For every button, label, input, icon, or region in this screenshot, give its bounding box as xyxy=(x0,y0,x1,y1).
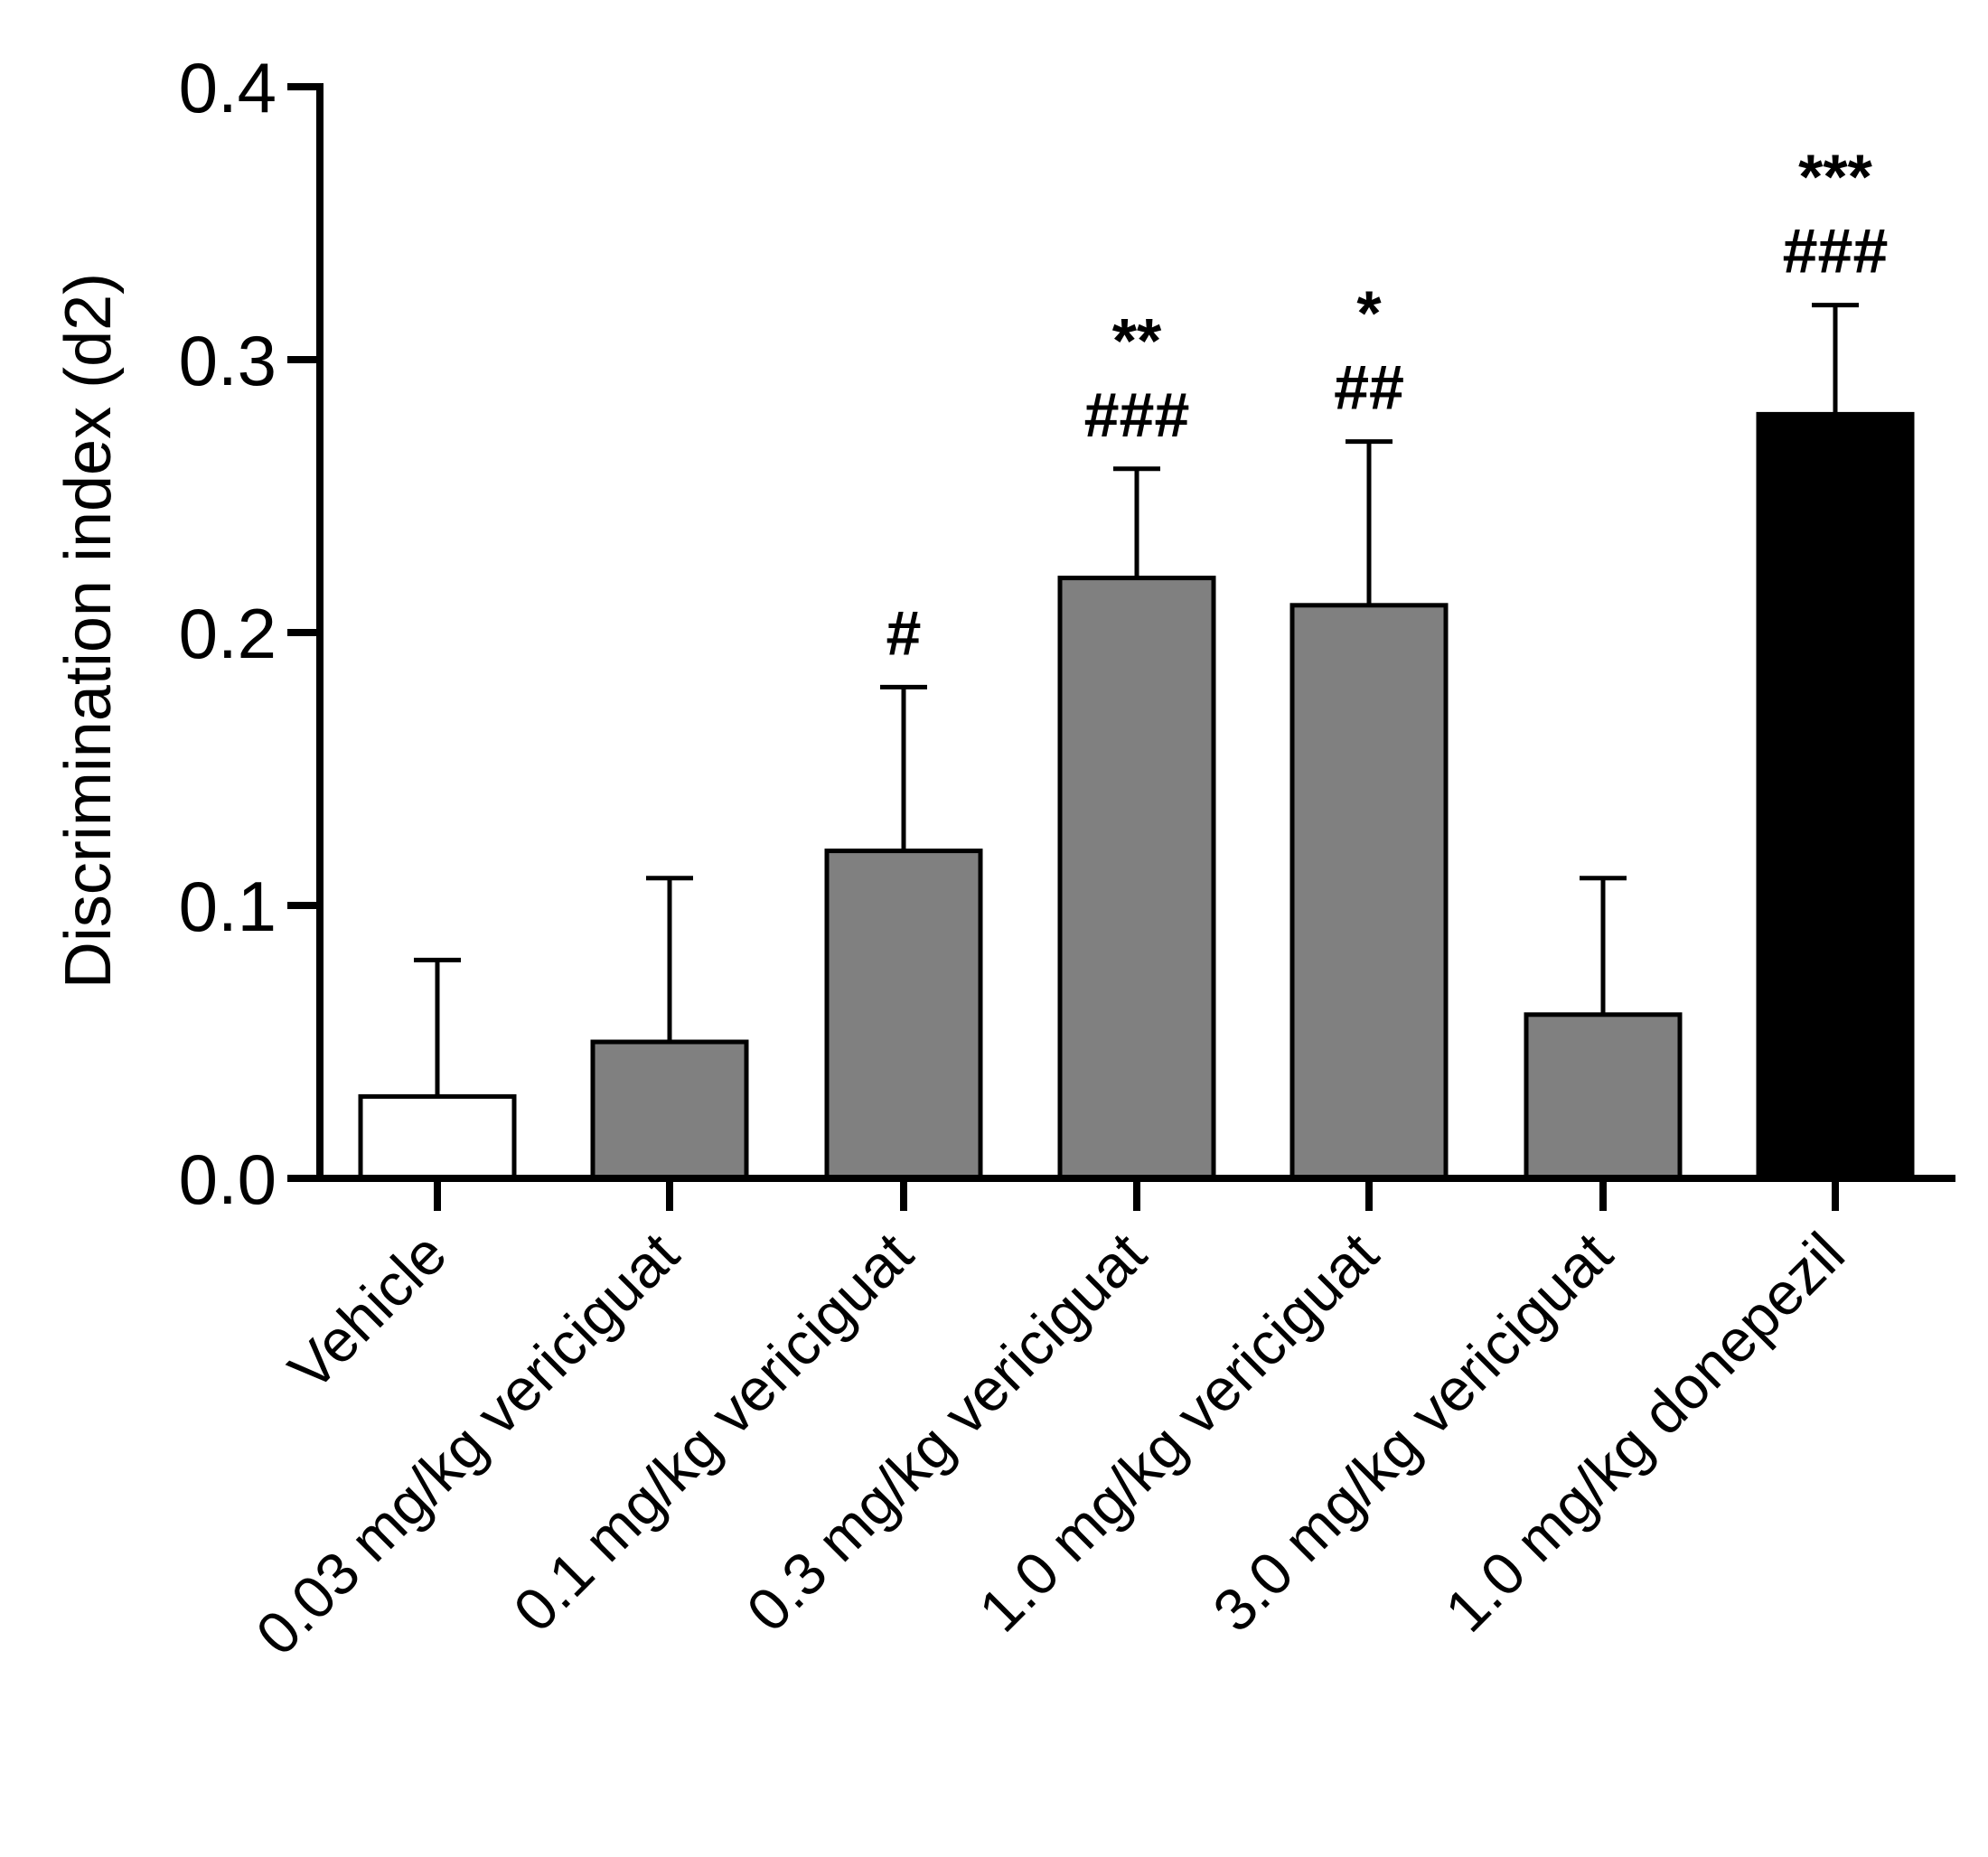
y-tick-label: 0.3 xyxy=(179,321,277,400)
significance-marker: ## xyxy=(1334,352,1404,423)
bar xyxy=(824,849,983,1181)
significance-marker: # xyxy=(886,597,922,668)
x-category-label: 1.0 mg/kg vericiguat xyxy=(966,1220,1391,1645)
x-category-label: 1.0 mg/kg donepezil xyxy=(1432,1220,1857,1645)
significance-marker: ### xyxy=(1783,216,1889,286)
significance-marker: * xyxy=(1356,278,1382,349)
y-tick-label: 0.4 xyxy=(179,48,277,127)
x-category-label: 0.3 mg/kg vericiguat xyxy=(734,1220,1158,1645)
y-tick-label: 0.2 xyxy=(179,594,277,673)
x-category-label: Vehicle xyxy=(276,1220,459,1403)
significance-marker: *** xyxy=(1798,142,1872,212)
y-tick-label: 0.0 xyxy=(179,1140,277,1219)
annotations-group: #**###*##***### xyxy=(886,142,1889,669)
bar xyxy=(358,1093,517,1181)
x-category-label: 3.0 mg/kg vericiguat xyxy=(1200,1220,1625,1645)
bar xyxy=(590,1039,749,1181)
significance-marker: ** xyxy=(1112,305,1162,376)
bar xyxy=(1524,1012,1683,1181)
error-bars-group xyxy=(414,303,1859,1097)
x-category-label: 0.1 mg/kg vericiguat xyxy=(501,1220,925,1645)
x-category-label: 0.03 mg/kg vericiguat xyxy=(243,1220,691,1668)
bar xyxy=(1289,603,1449,1181)
bar xyxy=(1057,576,1216,1181)
bar xyxy=(1756,411,1915,1181)
significance-marker: ### xyxy=(1084,380,1190,450)
y-axis-title: Discrimination index (d2) xyxy=(52,273,125,989)
y-tick-label: 0.1 xyxy=(179,867,277,946)
y-ticks-group: 0.0 0.1 0.2 0.3 0.4 xyxy=(179,48,320,1219)
